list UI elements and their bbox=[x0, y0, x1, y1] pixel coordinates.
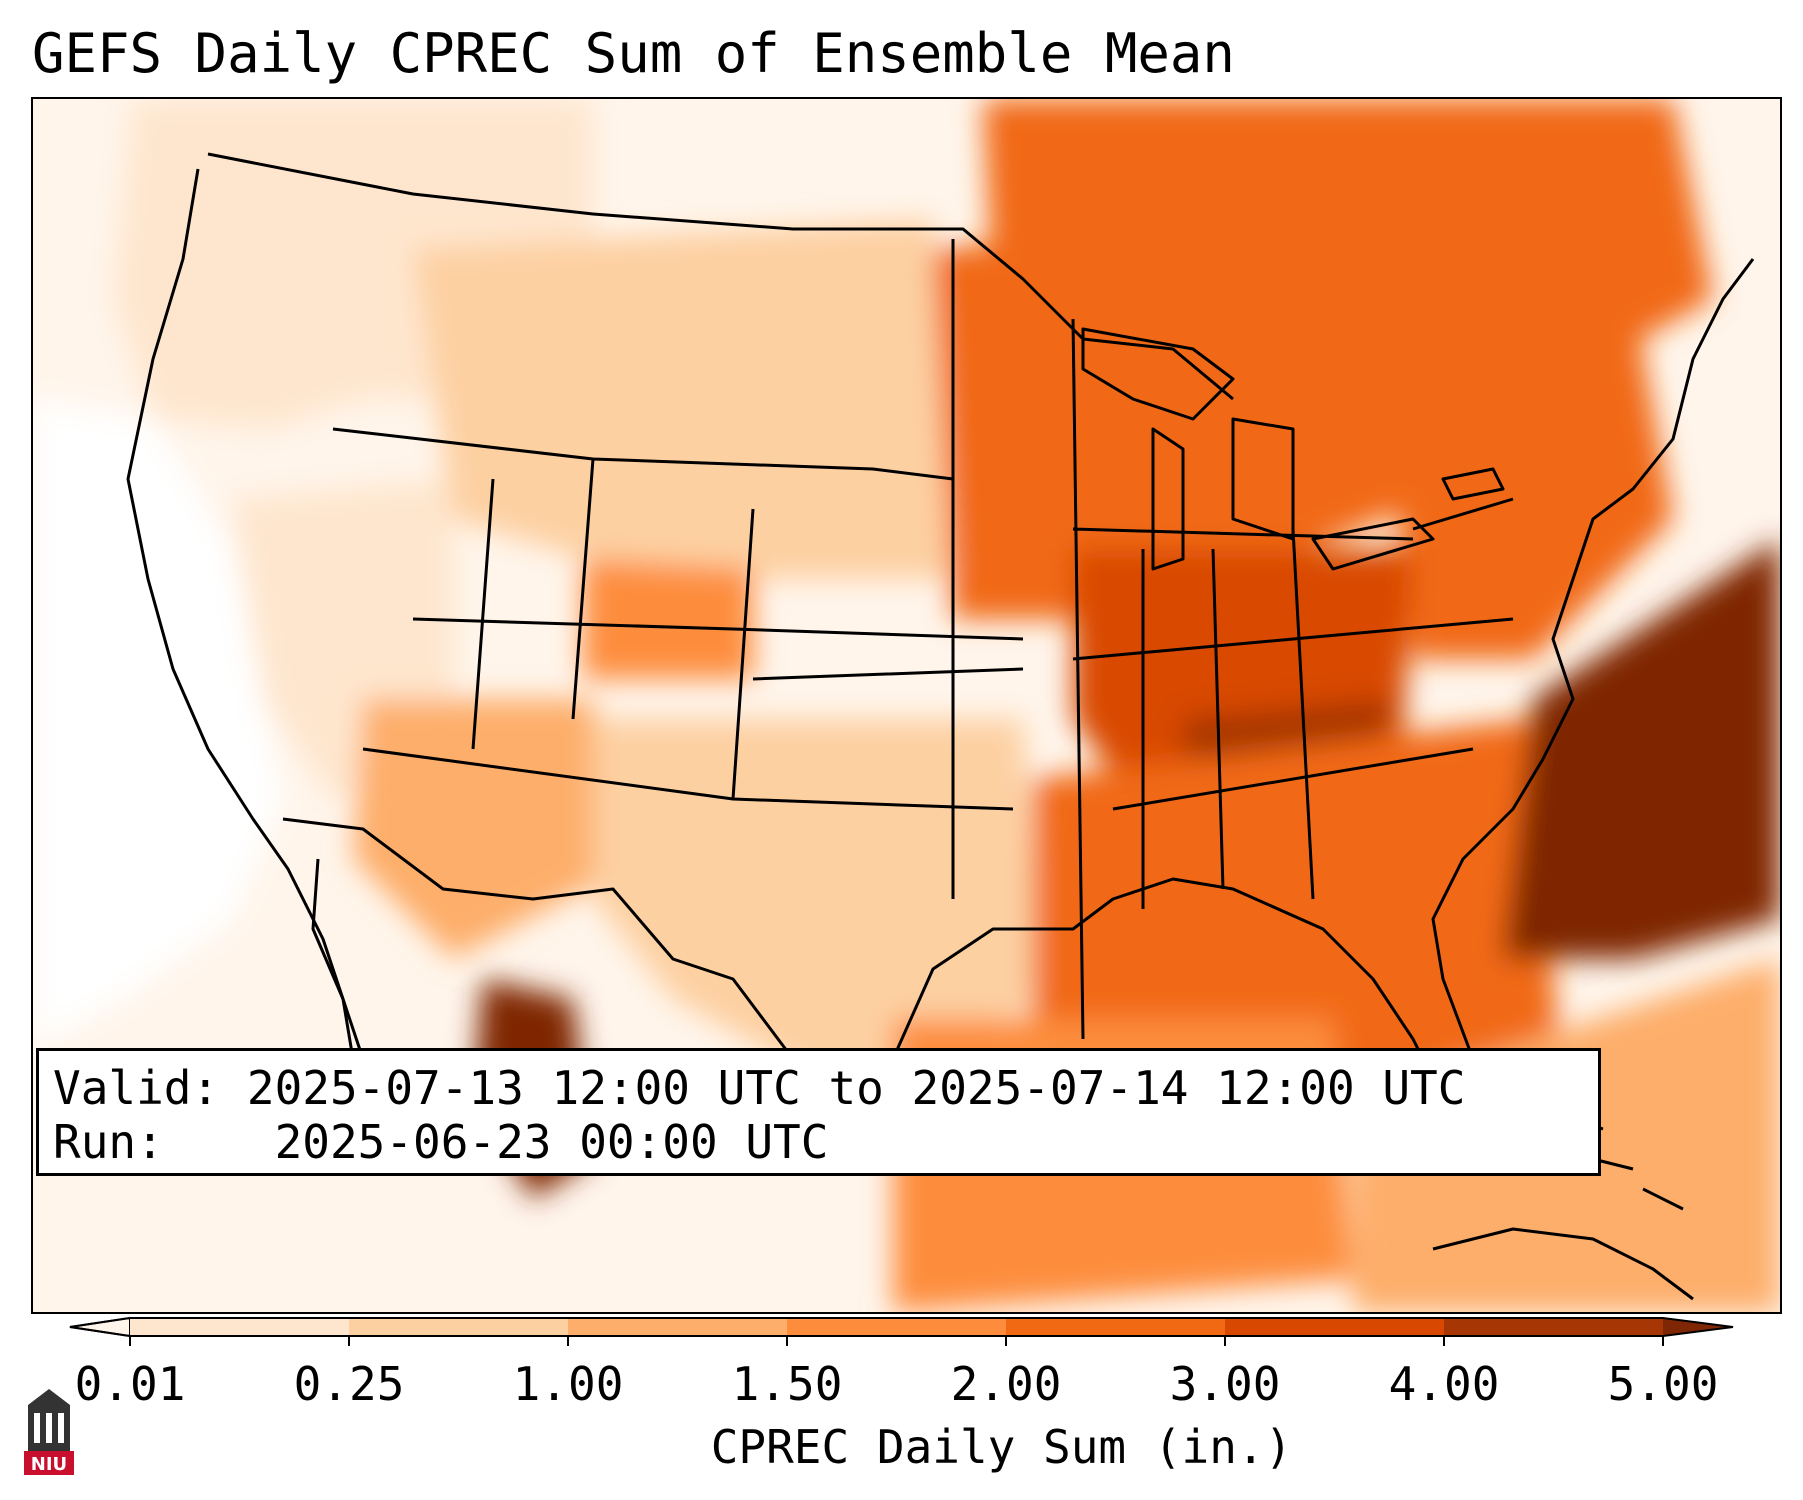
colorbar-tick-label: 0.01 bbox=[74, 1357, 186, 1411]
precip-region-texas bbox=[593, 719, 1043, 1099]
colorbar-tick-label: 4.00 bbox=[1388, 1357, 1500, 1411]
precip-field bbox=[33, 99, 1780, 1312]
run-label: Run: bbox=[53, 1115, 164, 1169]
colorbar-ticks bbox=[129, 1336, 1664, 1346]
colorbar-label: CPREC Daily Sum (in.) bbox=[710, 1420, 1293, 1474]
run-info-box: Valid: 2025-07-13 12:00 UTC to 2025-07-1… bbox=[36, 1048, 1601, 1176]
precip-region-northern-plains bbox=[413, 219, 953, 579]
colorbar-tick-label: 2.00 bbox=[950, 1357, 1062, 1411]
mexico-border bbox=[282, 817, 894, 1081]
boundary-lines bbox=[126, 152, 1755, 1301]
colorbar-extend-low bbox=[69, 1316, 131, 1338]
colorbar-segment bbox=[1006, 1318, 1225, 1336]
colorbar-segment bbox=[1225, 1318, 1444, 1336]
colorbar-segments bbox=[69, 1316, 1734, 1338]
colorbar-segment bbox=[568, 1318, 787, 1336]
precip-region-california-coast bbox=[33, 399, 283, 1049]
great-lakes bbox=[1081, 327, 1505, 571]
state-lines bbox=[332, 239, 1514, 1040]
precip-region-western-atlantic bbox=[1503, 539, 1780, 959]
colorbar-tick-label: 5.00 bbox=[1607, 1357, 1719, 1411]
colorbar-segment bbox=[787, 1318, 1006, 1336]
canada-border bbox=[207, 152, 1234, 401]
colorbar-tick-label: 3.00 bbox=[1169, 1357, 1281, 1411]
precip-region-northeast bbox=[1383, 299, 1673, 659]
valid-range: 2025-07-13 12:00 UTC to 2025-07-14 12:00… bbox=[246, 1061, 1466, 1115]
precip-region-colorado-rockies bbox=[583, 559, 753, 679]
precip-region-southwest-monsoon bbox=[353, 699, 603, 959]
cuba-coastline bbox=[1432, 1227, 1694, 1301]
colorbar-extend-high bbox=[1663, 1318, 1733, 1336]
colorbar-segment bbox=[349, 1318, 568, 1336]
map-title: GEFS Daily CPREC Sum of Ensemble Mean bbox=[32, 22, 1235, 85]
logo-badge bbox=[24, 1451, 74, 1475]
niu-logo: NIU bbox=[24, 1389, 74, 1475]
colorbar-segment bbox=[130, 1318, 349, 1336]
gulf-east-coastline bbox=[891, 258, 1755, 1131]
logo-text: NIU bbox=[31, 1454, 67, 1475]
valid-label: Valid: bbox=[53, 1061, 220, 1115]
colorbar-tick-label: 1.50 bbox=[731, 1357, 843, 1411]
colorbar-segment bbox=[1444, 1318, 1663, 1336]
run-time: 2025-06-23 00:00 UTC bbox=[274, 1115, 829, 1169]
colorbar-tick-label: 0.25 bbox=[293, 1357, 405, 1411]
colorbar-tick-label: 1.00 bbox=[512, 1357, 624, 1411]
colorbar bbox=[69, 1316, 1734, 1346]
